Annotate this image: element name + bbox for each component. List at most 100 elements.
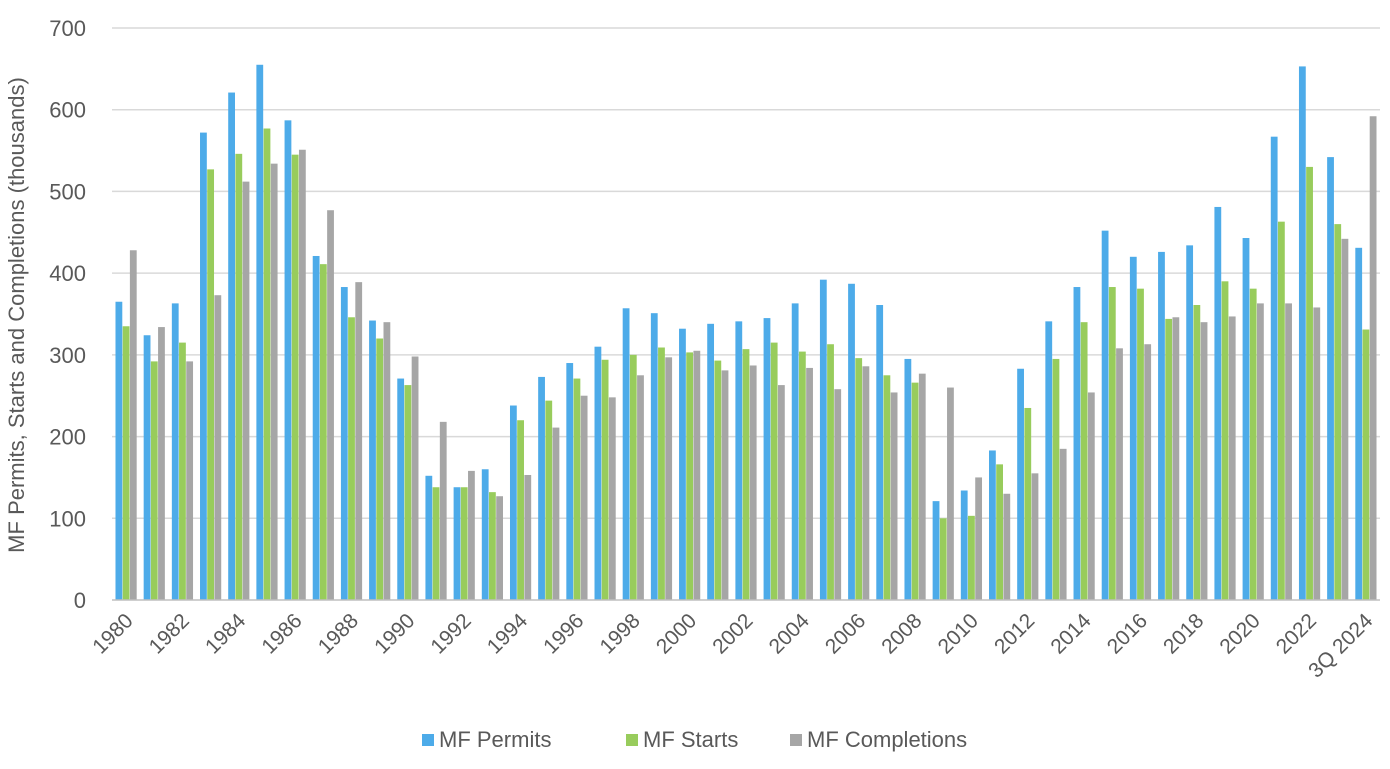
bar-permits-1996 (566, 363, 574, 600)
bar-permits-1992 (453, 487, 461, 600)
bar-permits-2020 (1242, 238, 1250, 600)
bar-permits-2010 (960, 490, 968, 600)
bar-starts-1997 (601, 359, 609, 600)
y-tick-label: 0 (74, 588, 86, 613)
bar-starts-1996 (573, 378, 581, 600)
bar-permits-2019 (1214, 206, 1222, 600)
bar-completions-2017 (1172, 317, 1180, 600)
bar-starts-2016 (1137, 288, 1144, 600)
bar-completions-2019 (1228, 316, 1236, 600)
bar-starts-1984 (235, 153, 243, 600)
bar-permits-1991 (425, 475, 433, 600)
bar-permits-1998 (622, 308, 630, 600)
x-tick-label: 2008 (877, 609, 926, 658)
bar-completions-1999 (665, 357, 673, 600)
bar-completions-2016 (1144, 344, 1152, 600)
bar-permits-2015 (1101, 230, 1109, 600)
legend-label-permits: MF Permits (439, 727, 551, 752)
x-tick-label: 2014 (1046, 609, 1096, 659)
bar-starts-1985 (263, 128, 271, 600)
y-tick-label: 500 (49, 179, 86, 204)
bar-starts-2005 (827, 344, 834, 600)
bar-starts-2013 (1052, 358, 1060, 600)
bar-starts-2008 (911, 382, 919, 600)
bar-starts-1986 (291, 154, 299, 600)
bar-completions-1998 (637, 375, 644, 600)
bar-completions-2004 (806, 367, 813, 600)
x-tick-label: 2006 (821, 609, 870, 658)
bar-starts-2002 (742, 349, 750, 600)
bar-starts-2012 (1024, 407, 1032, 600)
bar-starts-1988 (348, 317, 355, 600)
bar-permits-2002 (735, 321, 743, 600)
bar-starts-2017 (1165, 318, 1173, 600)
bar-completions-2003 (777, 385, 785, 600)
bar-permits-2005 (819, 279, 827, 600)
bar-completions-2018 (1200, 322, 1208, 600)
bar-completions-2021 (1285, 303, 1292, 600)
legend: MF Permits MF Starts MF Completions (422, 727, 967, 752)
bar-permits-2011 (989, 450, 996, 600)
bar-starts-2021 (1277, 221, 1285, 600)
x-tick-label: 2004 (765, 609, 815, 659)
x-tick-label: 1984 (201, 609, 251, 659)
bar-permits-1982 (171, 303, 179, 600)
x-tick-label: 1996 (539, 609, 588, 658)
bar-starts-2010 (968, 515, 975, 600)
bar-starts-1981 (150, 361, 158, 600)
bar-permits-1989 (369, 320, 376, 600)
x-tick-label: 1992 (426, 609, 475, 658)
bar-permits-2017 (1158, 251, 1165, 600)
bar-completions-2006 (862, 366, 870, 600)
x-tick-label: 2000 (652, 609, 701, 658)
x-tick-label: 1994 (483, 609, 533, 659)
bar-completions-2012 (1031, 473, 1039, 600)
bar-permits-1986 (284, 120, 292, 600)
legend-swatch-permits (422, 734, 434, 746)
bar-completions-2022 (1313, 307, 1321, 600)
bar-completions-2014 (1087, 392, 1095, 600)
y-tick-label: 200 (49, 425, 86, 450)
bar-completions-2002 (749, 365, 757, 600)
bar-permits-1994 (509, 405, 517, 600)
bar-permits-2012 (1017, 368, 1024, 600)
y-axis-ticks: 0 100 200 300 400 500 600 700 (49, 16, 86, 613)
bar-starts-1993 (489, 492, 496, 600)
bar-completions-2011 (1003, 493, 1011, 600)
bar-completions-1996 (580, 395, 588, 600)
x-tick-label: 2018 (1159, 609, 1208, 658)
bar-permits-2016 (1129, 256, 1137, 600)
bar-starts-1999 (658, 347, 665, 600)
y-tick-label: 400 (49, 261, 86, 286)
bar-permits-1997 (594, 346, 602, 600)
x-tick-label: 2016 (1103, 609, 1152, 658)
bar-starts-1990 (404, 385, 412, 600)
bar-completions-1988 (355, 282, 363, 600)
bar-completions-2001 (721, 370, 729, 600)
bar-permits-2006 (848, 283, 855, 600)
bar-completions-1994 (524, 474, 532, 600)
bar-starts-2001 (714, 360, 722, 600)
legend-swatch-completions (790, 734, 802, 746)
bar-permits-1995 (538, 376, 545, 600)
bar-completions-1983 (214, 295, 222, 600)
bar-starts-2007 (883, 375, 891, 600)
bar-starts-1982 (179, 342, 186, 600)
bar-permits-2009 (932, 501, 940, 600)
bar-permits-2014 (1073, 287, 1081, 600)
x-tick-label: 1998 (596, 609, 645, 658)
bar-completions-2005 (834, 389, 842, 600)
bar-starts-3Q-2024 (1362, 329, 1370, 600)
bar-permits-1985 (256, 64, 264, 600)
bar-starts-2004 (798, 351, 806, 600)
bar-starts-1980 (122, 326, 130, 600)
bar-starts-2020 (1249, 288, 1257, 600)
bar-starts-1992 (460, 487, 468, 600)
bar-completions-2010 (975, 477, 983, 600)
bar-completions-2009 (947, 387, 954, 600)
bar-permits-1993 (481, 469, 489, 600)
bar-completions-1985 (270, 163, 278, 600)
bar-starts-2003 (770, 342, 778, 600)
